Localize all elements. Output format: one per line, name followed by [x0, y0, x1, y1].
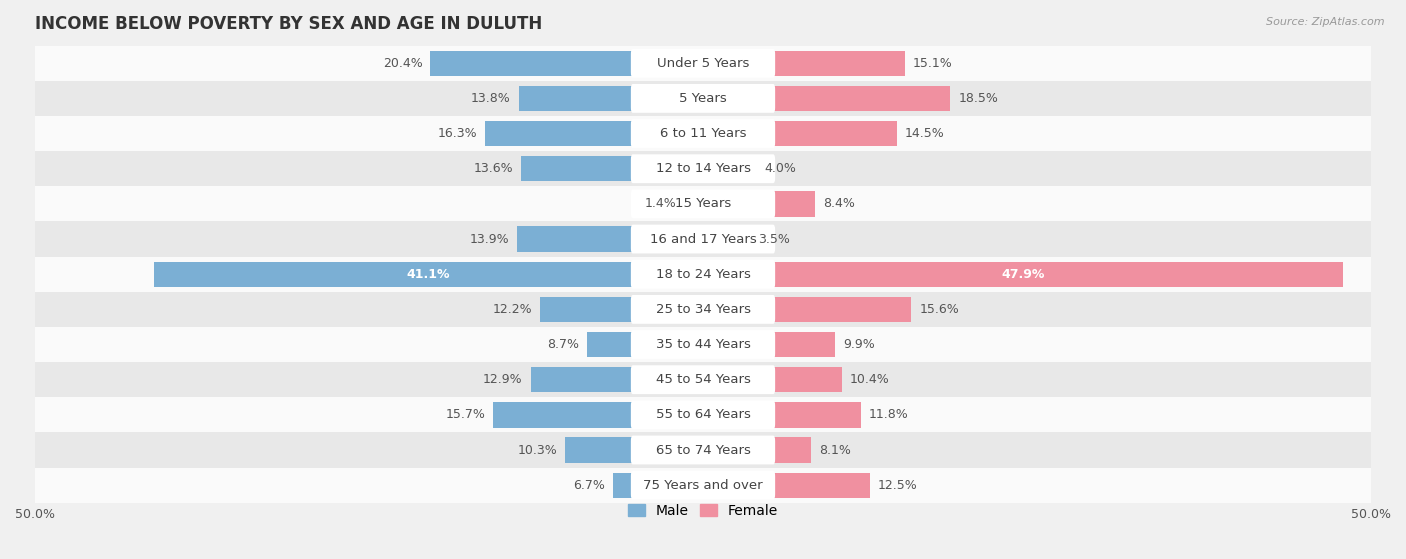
Text: 13.6%: 13.6% [474, 162, 513, 175]
Text: Source: ZipAtlas.com: Source: ZipAtlas.com [1267, 17, 1385, 27]
Bar [685, 191, 703, 216]
Legend: Male, Female: Male, Female [623, 498, 783, 523]
Text: 41.1%: 41.1% [406, 268, 450, 281]
Bar [35, 292, 1371, 327]
Text: 45 to 54 Years: 45 to 54 Years [655, 373, 751, 386]
FancyBboxPatch shape [631, 435, 775, 465]
Bar [35, 433, 1371, 467]
Text: 55 to 64 Years: 55 to 64 Years [655, 409, 751, 421]
Text: 11.8%: 11.8% [869, 409, 908, 421]
Bar [703, 367, 842, 392]
Bar [430, 50, 703, 76]
Bar [565, 437, 703, 463]
Text: 10.4%: 10.4% [851, 373, 890, 386]
Text: 15.1%: 15.1% [912, 57, 952, 70]
Bar [519, 86, 703, 111]
Text: 8.1%: 8.1% [820, 443, 851, 457]
Bar [703, 262, 1343, 287]
FancyBboxPatch shape [631, 225, 775, 253]
Bar [35, 151, 1371, 186]
FancyBboxPatch shape [631, 49, 775, 78]
Bar [517, 226, 703, 252]
Bar [703, 437, 811, 463]
FancyBboxPatch shape [631, 190, 775, 219]
Bar [703, 50, 904, 76]
Bar [35, 467, 1371, 503]
Text: 12 to 14 Years: 12 to 14 Years [655, 162, 751, 175]
Text: 47.9%: 47.9% [1001, 268, 1045, 281]
Text: 6 to 11 Years: 6 to 11 Years [659, 127, 747, 140]
FancyBboxPatch shape [631, 295, 775, 324]
Text: 75 Years and over: 75 Years and over [643, 479, 763, 492]
Text: 15 Years: 15 Years [675, 197, 731, 210]
FancyBboxPatch shape [631, 260, 775, 288]
Bar [35, 362, 1371, 397]
FancyBboxPatch shape [631, 84, 775, 113]
Bar [35, 186, 1371, 221]
Bar [530, 367, 703, 392]
Text: 12.9%: 12.9% [484, 373, 523, 386]
Bar [703, 297, 911, 322]
Text: 8.4%: 8.4% [824, 197, 855, 210]
Text: 16.3%: 16.3% [437, 127, 477, 140]
Text: 13.9%: 13.9% [470, 233, 509, 245]
Bar [522, 156, 703, 181]
Bar [35, 327, 1371, 362]
Bar [703, 156, 756, 181]
Text: 35 to 44 Years: 35 to 44 Years [655, 338, 751, 351]
Text: 3.5%: 3.5% [758, 233, 790, 245]
Text: 15.7%: 15.7% [446, 409, 485, 421]
Text: 65 to 74 Years: 65 to 74 Years [655, 443, 751, 457]
Text: INCOME BELOW POVERTY BY SEX AND AGE IN DULUTH: INCOME BELOW POVERTY BY SEX AND AGE IN D… [35, 15, 543, 33]
Text: Under 5 Years: Under 5 Years [657, 57, 749, 70]
Bar [485, 121, 703, 146]
Bar [703, 121, 897, 146]
Text: 12.5%: 12.5% [877, 479, 918, 492]
Text: 4.0%: 4.0% [765, 162, 796, 175]
Text: 10.3%: 10.3% [517, 443, 557, 457]
FancyBboxPatch shape [631, 119, 775, 148]
Bar [703, 226, 749, 252]
FancyBboxPatch shape [631, 365, 775, 394]
Text: 5 Years: 5 Years [679, 92, 727, 105]
Bar [35, 116, 1371, 151]
Bar [703, 402, 860, 428]
Text: 6.7%: 6.7% [574, 479, 606, 492]
Bar [494, 402, 703, 428]
Bar [153, 262, 703, 287]
Text: 9.9%: 9.9% [844, 338, 875, 351]
Bar [35, 81, 1371, 116]
Text: 8.7%: 8.7% [547, 338, 579, 351]
Text: 15.6%: 15.6% [920, 303, 959, 316]
FancyBboxPatch shape [631, 330, 775, 359]
Bar [703, 191, 815, 216]
Bar [613, 472, 703, 498]
Bar [703, 86, 950, 111]
Text: 1.4%: 1.4% [644, 197, 676, 210]
FancyBboxPatch shape [631, 400, 775, 429]
Text: 12.2%: 12.2% [492, 303, 531, 316]
Text: 18 to 24 Years: 18 to 24 Years [655, 268, 751, 281]
Text: 14.5%: 14.5% [904, 127, 945, 140]
Bar [35, 257, 1371, 292]
Bar [35, 397, 1371, 433]
FancyBboxPatch shape [631, 154, 775, 183]
Text: 13.8%: 13.8% [471, 92, 510, 105]
Bar [586, 332, 703, 357]
Bar [703, 472, 870, 498]
Bar [540, 297, 703, 322]
Text: 20.4%: 20.4% [382, 57, 422, 70]
Bar [35, 221, 1371, 257]
Text: 25 to 34 Years: 25 to 34 Years [655, 303, 751, 316]
Text: 18.5%: 18.5% [957, 92, 998, 105]
Bar [703, 332, 835, 357]
FancyBboxPatch shape [631, 471, 775, 500]
Text: 16 and 17 Years: 16 and 17 Years [650, 233, 756, 245]
Bar [35, 46, 1371, 81]
